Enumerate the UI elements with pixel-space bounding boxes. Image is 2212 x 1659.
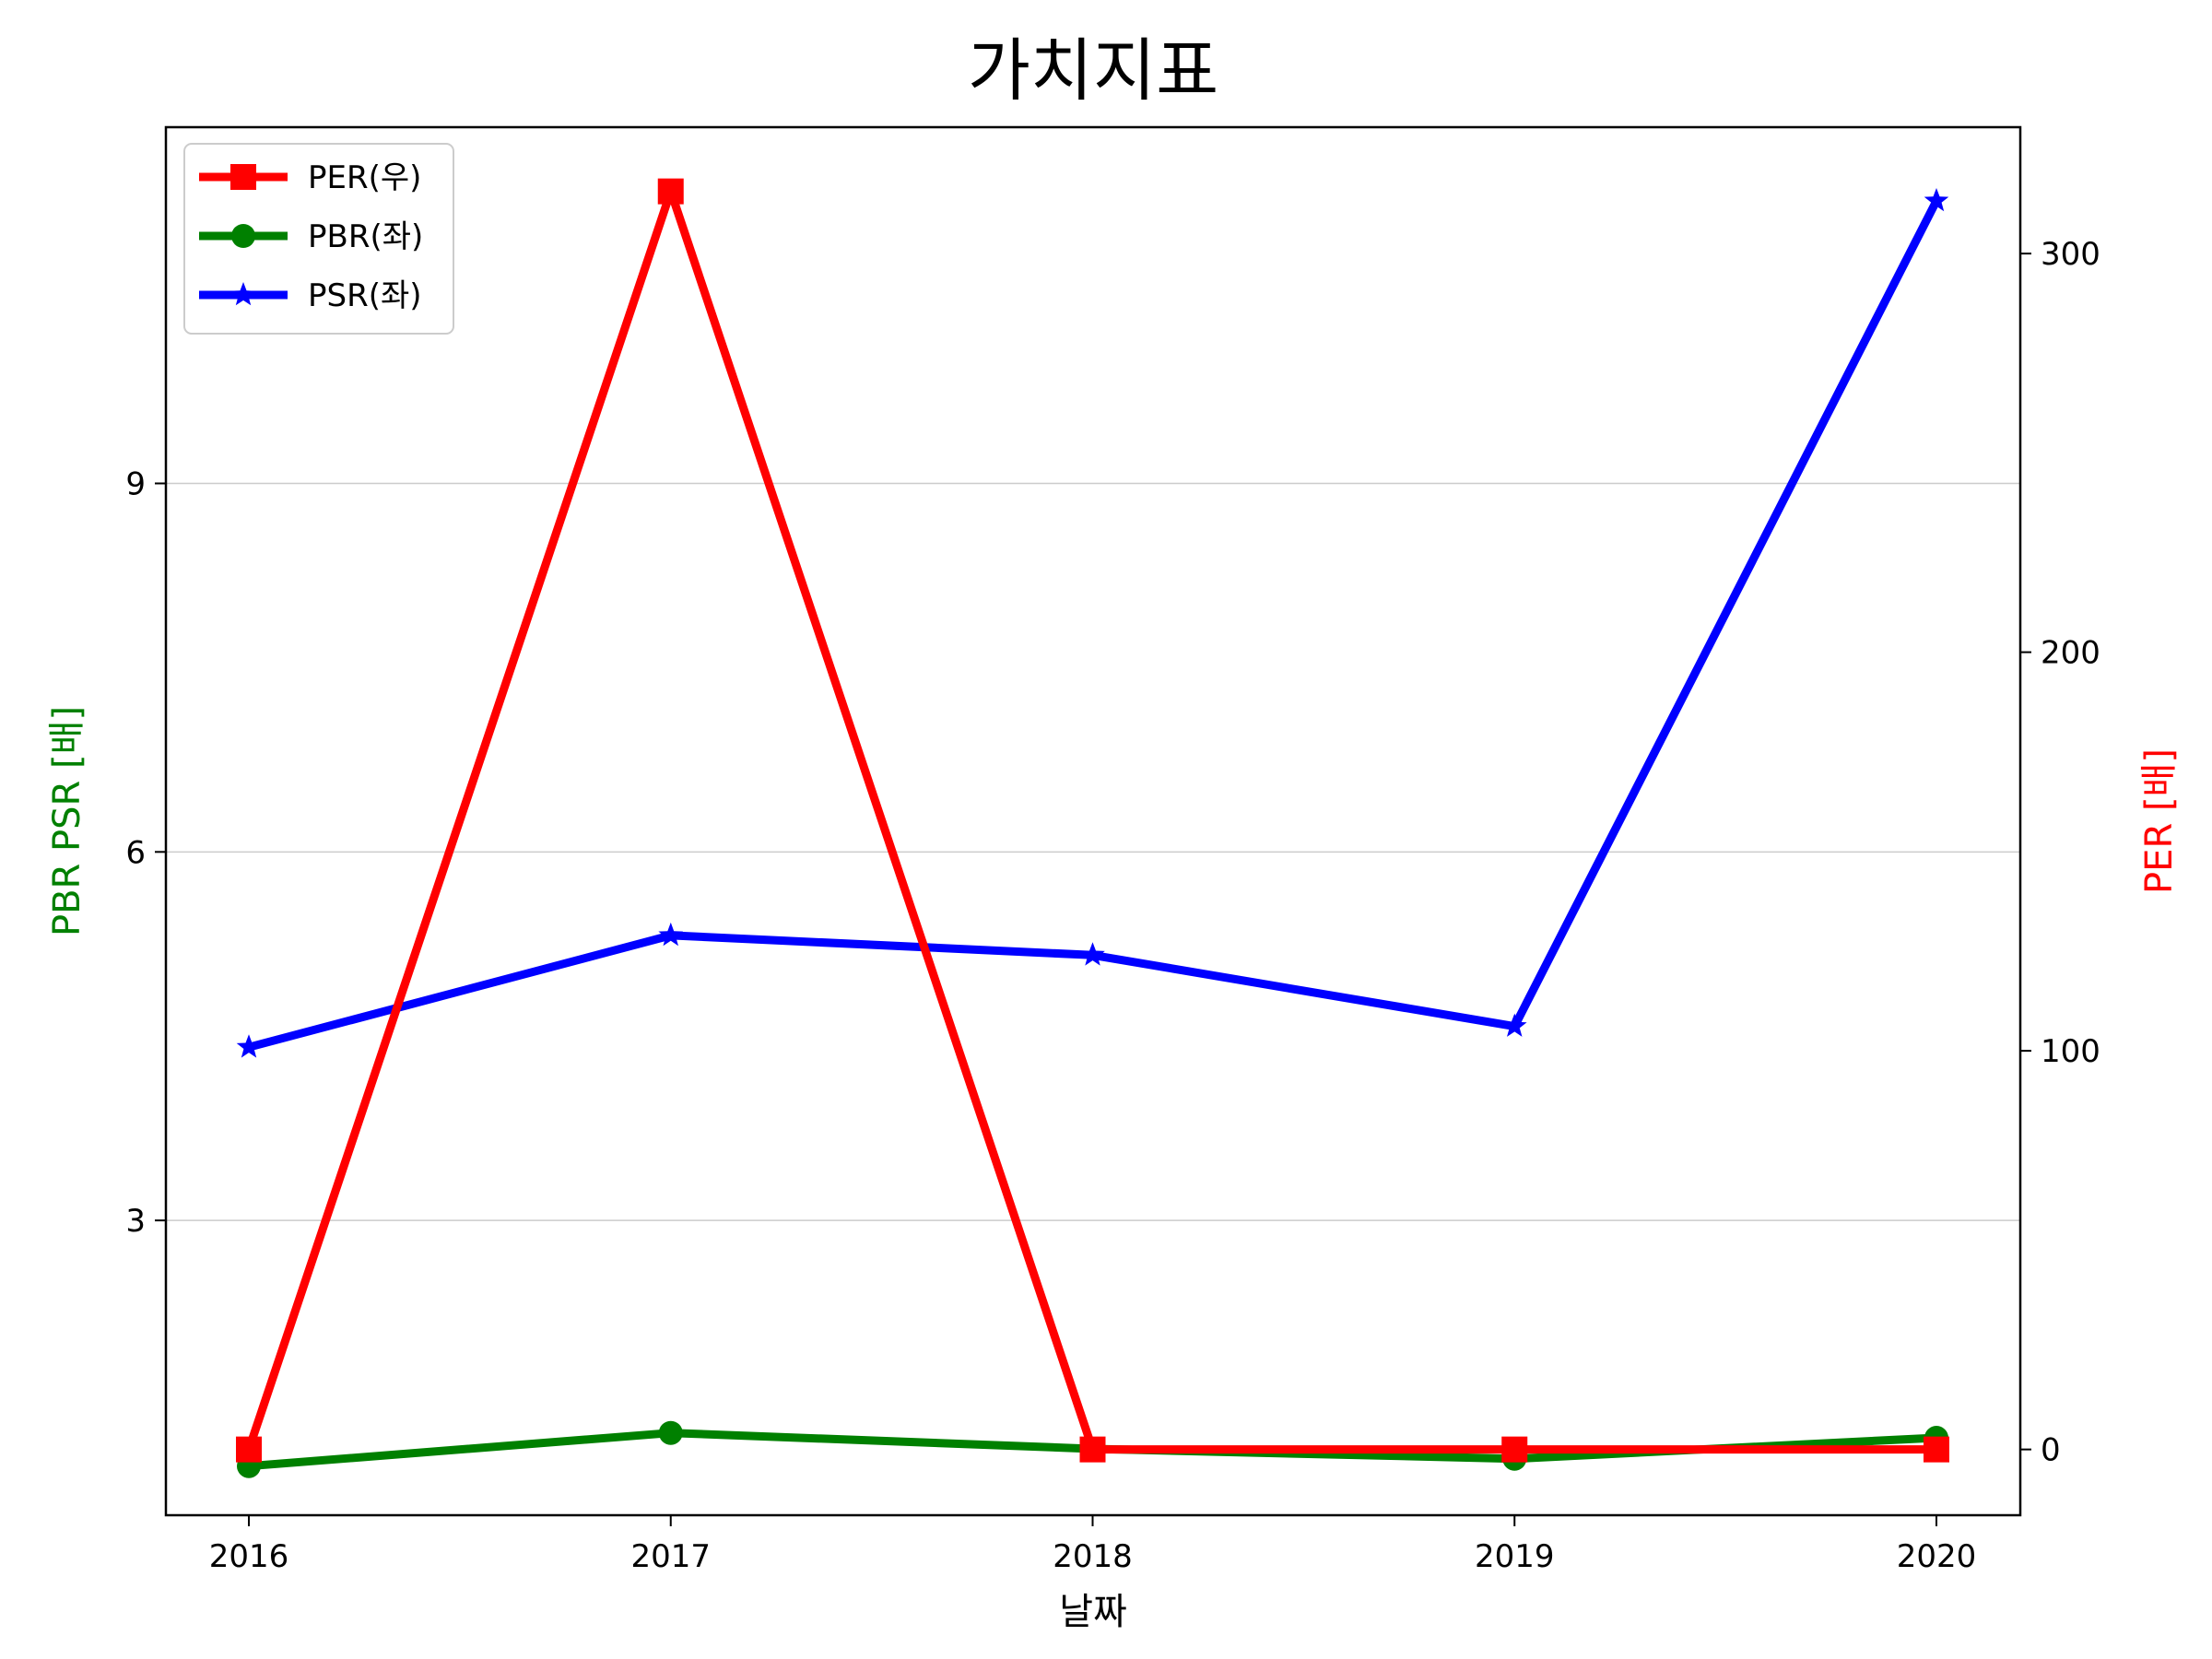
data-point-psr: [1080, 942, 1105, 966]
data-point-per: [1079, 1436, 1106, 1463]
data-point-per: [236, 1436, 262, 1463]
y-left-tick-label: 3: [125, 1203, 146, 1240]
x-axis-title: 날짜: [1059, 1591, 1127, 1633]
axis-layer: 3 6 9 0 100 200 300 2016 2017 2018 2019 2020: [125, 236, 2100, 1575]
legend-box: [183, 143, 454, 335]
y-left-axis-title: PBR PSR [배]: [46, 706, 88, 936]
y-left-tick-label: 9: [125, 465, 146, 502]
legend-label-psr: PSR(좌): [308, 277, 422, 314]
series-line-per: [244, 187, 1941, 1454]
data-point-psr: [1501, 1013, 1527, 1037]
data-point-pbr: [658, 1420, 683, 1445]
y-right-tick-label: 300: [2041, 236, 2100, 273]
plot-frame: [164, 125, 2022, 1517]
legend-label-pbr: PBR(좌): [308, 218, 423, 255]
data-point-psr: [236, 1034, 262, 1058]
x-tick-label: 2017: [630, 1538, 711, 1575]
y-right-tick-label: 200: [2041, 635, 2100, 672]
x-tick-label: 2020: [1897, 1538, 1977, 1575]
x-tick-label: 2018: [1053, 1538, 1133, 1575]
y-left-tick-label: 6: [125, 834, 146, 871]
y-right-tick-label: 100: [2041, 1033, 2100, 1070]
legend-marker-pbr: [231, 224, 255, 248]
legend-label-per: PER(우): [308, 159, 421, 196]
legend: PER(우) PBR(좌) PSR(좌): [183, 143, 454, 335]
data-point-per: [1501, 1436, 1528, 1463]
data-point-per: [1924, 1436, 1949, 1463]
y-right-tick-label: 0: [2041, 1432, 2061, 1469]
x-tick-label: 2016: [209, 1538, 289, 1575]
x-tick-label: 2019: [1475, 1538, 1555, 1575]
chart-title: 가치지표: [968, 31, 1218, 111]
legend-marker-psr: [230, 282, 256, 306]
data-point-per: [657, 178, 684, 205]
data-point-psr: [658, 922, 684, 947]
series-layer: [236, 178, 1949, 1478]
legend-marker-per: [230, 164, 256, 190]
data-point-psr: [1924, 188, 1949, 212]
series-line-psr: [244, 196, 1941, 1052]
grid-lines: [166, 482, 2020, 1221]
y-right-axis-title: PER [배]: [2138, 748, 2181, 894]
